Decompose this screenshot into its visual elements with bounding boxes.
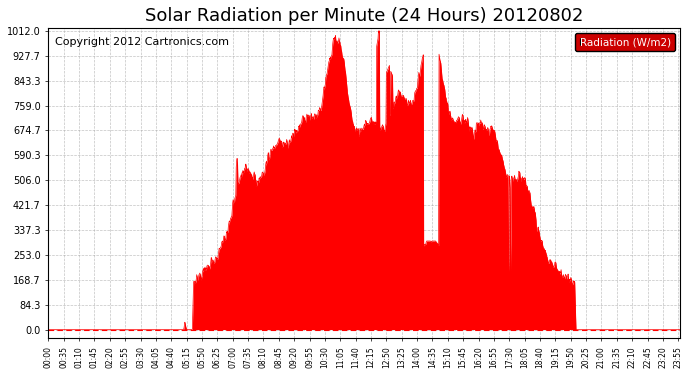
Legend: Radiation (W/m2): Radiation (W/m2) (575, 33, 675, 51)
Title: Solar Radiation per Minute (24 Hours) 20120802: Solar Radiation per Minute (24 Hours) 20… (145, 7, 583, 25)
Text: Copyright 2012 Cartronics.com: Copyright 2012 Cartronics.com (55, 37, 228, 47)
